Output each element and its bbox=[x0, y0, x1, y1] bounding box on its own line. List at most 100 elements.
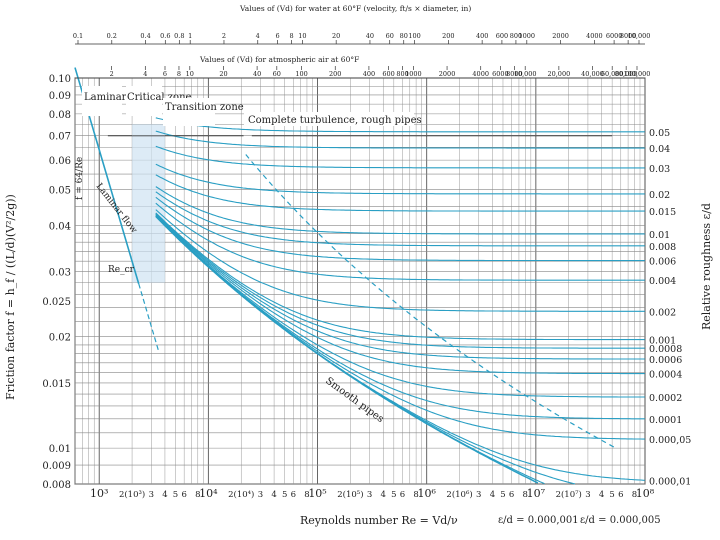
top-water-tick-label: 6 bbox=[275, 32, 279, 40]
y-tick-label: 0.025 bbox=[42, 297, 71, 308]
laminar-dashed-extension bbox=[138, 283, 160, 352]
roughness-curve bbox=[155, 117, 645, 133]
x-tick-label: 8 bbox=[413, 490, 418, 500]
x-tick-label: 10⁸ bbox=[636, 487, 655, 500]
transition-zone-label: Transition zone bbox=[165, 102, 244, 113]
x-tick-label: 5 bbox=[500, 490, 505, 500]
roughness-label: 0.000,01 bbox=[649, 476, 691, 487]
x-tick-label: 2(10⁵) bbox=[337, 489, 363, 500]
x-tick-label: 10⁴ bbox=[199, 487, 218, 500]
critical-zone-band bbox=[132, 124, 165, 283]
top-air-tick-label: 8 bbox=[177, 70, 181, 78]
smooth-pipes-curve bbox=[155, 215, 539, 484]
top-water-tick-label: 0.1 bbox=[73, 32, 83, 40]
top-water-tick-label: 0.4 bbox=[140, 32, 150, 40]
y-axis-title: Friction factor f = h_f / ((L/d)(V²/2g)) bbox=[4, 194, 17, 400]
top-air-tick-label: 200 bbox=[329, 70, 341, 78]
top-air-tick-label: 600 bbox=[382, 70, 394, 78]
top-water-tick-label: 2 bbox=[222, 32, 226, 40]
roughness-label: 0.04 bbox=[649, 144, 670, 155]
top-air-tick-label: 2 bbox=[110, 70, 114, 78]
roughness-curve bbox=[155, 212, 645, 341]
roughness-curve bbox=[155, 191, 645, 247]
roughness-curve bbox=[155, 214, 645, 375]
top-air-tick-label: 8000 bbox=[506, 70, 523, 78]
y-tick-label: 0.008 bbox=[42, 480, 71, 491]
y-tick-label: 0.04 bbox=[49, 221, 71, 232]
top-water-tick-label: 80 bbox=[400, 32, 408, 40]
top-water-tick-label: 4000 bbox=[586, 32, 603, 40]
top-water-tick-label: 1 bbox=[188, 32, 192, 40]
top-air-tick-label: 40 bbox=[253, 70, 261, 78]
roughness-label: 0.000,05 bbox=[649, 435, 691, 446]
top-water-tick-label: 20 bbox=[332, 32, 340, 40]
x-tick-label: 4 bbox=[271, 490, 276, 500]
roughness-label: 0.002 bbox=[649, 307, 676, 318]
roughness-label: 0.0006 bbox=[649, 355, 682, 366]
top-water-tick-label: 1000 bbox=[519, 32, 536, 40]
x-tick-label: 3 bbox=[367, 490, 372, 500]
y-tick-label: 0.01 bbox=[49, 444, 71, 455]
y-tick-label: 0.06 bbox=[49, 156, 71, 167]
roughness-curve bbox=[155, 196, 645, 262]
roughness-label: 0.0004 bbox=[649, 370, 682, 381]
roughness-curve bbox=[155, 130, 645, 149]
roughness-label: 0.02 bbox=[649, 190, 670, 201]
roughness-curve bbox=[155, 145, 645, 169]
top-air-tick-label: 6 bbox=[163, 70, 167, 78]
top-air-tick-label: 4 bbox=[143, 70, 147, 78]
x-tick-label: 3 bbox=[258, 490, 263, 500]
laminar-flow-label-bg bbox=[82, 86, 122, 116]
roughness-label: 0.008 bbox=[649, 242, 676, 253]
x-tick-label: 2(10⁴) bbox=[228, 489, 254, 500]
x-tick-label: 6 bbox=[181, 490, 186, 500]
y-tick-label: 0.05 bbox=[49, 185, 71, 196]
x-tick-label: 8 bbox=[523, 490, 528, 500]
top-air-tick-label: 10 bbox=[186, 70, 194, 78]
roughness-curve bbox=[155, 186, 645, 235]
roughness-label: 0.001 bbox=[649, 336, 676, 347]
top-air-tick-label: 2000 bbox=[439, 70, 456, 78]
x-tick-label: 8 bbox=[304, 490, 309, 500]
x-tick-label: 6 bbox=[509, 490, 514, 500]
top-water-tick-label: 4 bbox=[256, 32, 260, 40]
critical-zone-label-bg bbox=[126, 86, 162, 116]
x-tick-label: 6 bbox=[400, 490, 405, 500]
top-water-tick-label: 2000 bbox=[552, 32, 569, 40]
top-axis-air-title: Values of (Vd) for atmospheric air at 60… bbox=[199, 55, 359, 64]
top-air-tick-label: 100,000 bbox=[624, 70, 651, 78]
x-tick-label: 5 bbox=[282, 490, 287, 500]
x-tick-label: 10⁶ bbox=[417, 487, 436, 500]
roughness-curve bbox=[155, 213, 645, 360]
roughness-label: 0.0008 bbox=[649, 344, 682, 355]
y-tick-label: 0.08 bbox=[49, 110, 71, 121]
roughness-label: 0.015 bbox=[649, 207, 676, 218]
top-axis-water-title: Values of (Vd) for water at 60°F (veloci… bbox=[239, 4, 471, 13]
top-water-tick-label: 0.8 bbox=[174, 32, 184, 40]
top-water-tick-label: 0.6 bbox=[160, 32, 170, 40]
x-tick-label: 8 bbox=[632, 490, 637, 500]
x-tick-label: 4 bbox=[490, 490, 495, 500]
x-tick-label: 5 bbox=[391, 490, 396, 500]
roughness-curve bbox=[155, 215, 645, 398]
top-water-tick-label: 8 bbox=[289, 32, 293, 40]
roughness-curve bbox=[155, 174, 645, 212]
roughness-label: 0.01 bbox=[649, 230, 670, 241]
roughness-label: 0.0002 bbox=[649, 393, 682, 404]
roughness-curve bbox=[155, 213, 645, 349]
roughness-label: 0.03 bbox=[649, 164, 670, 175]
x-tick-label: 2(10⁶) bbox=[446, 489, 472, 500]
top-water-tick-label: 400 bbox=[476, 32, 488, 40]
x-tick-label: 2(10³) bbox=[119, 489, 145, 500]
x-tick-label: 10⁷ bbox=[527, 487, 546, 500]
top-water-tick-label: 100 bbox=[408, 32, 420, 40]
x-tick-label: 3 bbox=[149, 490, 154, 500]
x-tick-label: 4 bbox=[599, 490, 604, 500]
y-tick-label: 0.09 bbox=[49, 91, 71, 102]
top-water-tick-label: 600 bbox=[496, 32, 508, 40]
roughness-curve bbox=[155, 202, 645, 281]
roughness-curve bbox=[155, 209, 645, 312]
x-tick-label: 2(10⁷) bbox=[556, 489, 582, 500]
x-tick-label: 10⁵ bbox=[308, 487, 326, 500]
complete-turbulence-label: Complete turbulence, rough pipes bbox=[248, 115, 422, 126]
